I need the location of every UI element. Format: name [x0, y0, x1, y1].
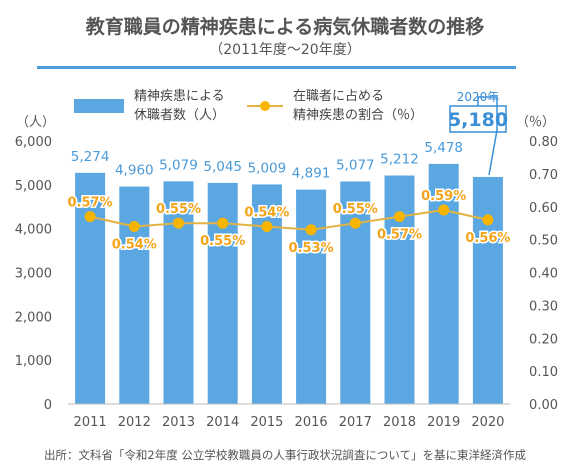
- rate-point-2018: [394, 211, 405, 223]
- bar-value-label: 5,212: [380, 152, 419, 168]
- x-tick-label: 2013: [162, 415, 195, 430]
- x-tick-label: 2016: [295, 415, 328, 430]
- x-tick-label: 2011: [74, 415, 107, 430]
- x-tick-label: 2015: [250, 415, 283, 430]
- callout-leader: [477, 96, 498, 176]
- right-tick-label: 0.50: [529, 234, 558, 249]
- bar-value-label: 4,891: [292, 166, 331, 182]
- bar-2012: [119, 186, 150, 404]
- x-tick-label: 2012: [118, 415, 151, 430]
- source-note: 出所：文科省「令和2年度 公立学校教職員の人事行政状況調査について」を基に東洋経…: [44, 448, 527, 462]
- legend: 精神疾患による 休職者数（人） 在職者に占める 精神疾患の割合（％）: [74, 89, 423, 123]
- title-rule: [37, 66, 516, 69]
- left-axis: 0 1,000 2,000 3,000 4,000 5,000 6,000: [15, 135, 52, 413]
- bar-value-label: 5,009: [248, 160, 287, 176]
- chart-subtitle: （2011年度～20年度）: [209, 42, 360, 58]
- callout-2020: 2020年 5,180: [448, 90, 508, 176]
- right-axis: 0.00 0.10 0.20 0.30 0.40 0.50 0.60 0.70 0.80: [529, 135, 558, 413]
- chart-title: 教育職員の精神疾患による病気休職者数の推移: [86, 15, 484, 38]
- left-tick-label: 3,000: [15, 267, 52, 282]
- x-tick-label: 2014: [206, 415, 239, 430]
- rate-value-label: 0.59%: [421, 189, 466, 204]
- rate-line: [89, 209, 489, 231]
- left-tick-label: 4,000: [15, 223, 52, 238]
- bar-2018: [384, 175, 415, 404]
- right-tick-label: 0.10: [529, 365, 558, 380]
- x-tick-label: 2018: [383, 415, 416, 430]
- bar-2016: [296, 189, 327, 404]
- left-axis-unit: （人）: [16, 115, 55, 130]
- bar-value-label: 4,960: [115, 163, 154, 179]
- right-tick-label: 0.70: [529, 168, 558, 183]
- rate-point-2019: [438, 204, 450, 216]
- left-tick-label: 0: [44, 398, 52, 413]
- rate-value-label: 0.55%: [200, 234, 245, 249]
- left-tick-label: 1,000: [15, 354, 52, 369]
- bar-2019: [428, 163, 459, 404]
- right-tick-label: 0.40: [529, 267, 558, 282]
- rate-value-label: 0.56%: [465, 231, 510, 246]
- rate-value-label: 0.57%: [68, 196, 113, 211]
- left-tick-label: 5,000: [15, 179, 52, 194]
- rate-point-2014: [217, 217, 229, 229]
- rate-value-label: 0.53%: [289, 241, 334, 256]
- x-tick-label: 2017: [339, 415, 372, 430]
- bar-2014: [207, 182, 238, 404]
- x-tick-label: 2020: [471, 415, 504, 430]
- bar-value-label: 5,079: [159, 157, 198, 173]
- callout-value: 5,180: [448, 109, 508, 131]
- rate-value-label: 0.54%: [244, 205, 289, 220]
- rate-point-2017: [349, 217, 361, 229]
- right-tick-label: 0.30: [529, 299, 558, 314]
- rate-value-label: 0.57%: [377, 228, 422, 243]
- legend-bar-label-line1: 精神疾患による: [134, 89, 225, 104]
- legend-bar-label-line2: 休職者数（人）: [134, 108, 225, 123]
- rate-value-label: 0.54%: [112, 237, 157, 252]
- rate-point-2013: [173, 217, 184, 229]
- legend-line-marker: [260, 101, 270, 111]
- rate-value-label: 0.55%: [156, 202, 201, 217]
- legend-line-label-line1: 在職者に占める: [293, 89, 384, 104]
- right-tick-label: 0.60: [529, 201, 558, 216]
- rate-value-label: 0.55%: [333, 202, 378, 217]
- right-tick-label: 0.80: [529, 135, 558, 150]
- x-axis: 2011 2012 2013 2014 2015 2016 2017 2018 2019 2020: [74, 415, 505, 430]
- rate-point-2011: [84, 211, 96, 223]
- rate-point-2015: [261, 220, 273, 232]
- bar-value-label: 5,478: [424, 140, 463, 156]
- right-tick-label: 0.00: [529, 398, 558, 413]
- bar-2020: [472, 176, 503, 404]
- rate-point-2012: [128, 220, 140, 232]
- left-tick-label: 6,000: [15, 135, 52, 150]
- bar-value-label: 5,045: [203, 159, 242, 175]
- line-series: 0.57% 0.54% 0.55% 0.55% 0.54% 0.53% 0.55% 0.57%…: [66, 188, 512, 258]
- rate-point-2020: [482, 214, 494, 226]
- legend-bar-swatch: [74, 99, 124, 113]
- rate-point-2016: [305, 224, 317, 236]
- legend-line-label-line2: 精神疾患の割合（％）: [293, 107, 423, 123]
- right-tick-label: 0.20: [529, 332, 558, 347]
- x-tick-label: 2019: [427, 415, 460, 430]
- bar-series: 5,274 4,960 5,079 5,045 5,009 4,891 5,077 5,212…: [71, 140, 503, 404]
- left-tick-label: 2,000: [15, 310, 52, 325]
- right-axis-unit: （％）: [516, 115, 555, 130]
- bar-value-label: 5,077: [336, 157, 375, 173]
- bar-value-label: 5,274: [71, 149, 110, 165]
